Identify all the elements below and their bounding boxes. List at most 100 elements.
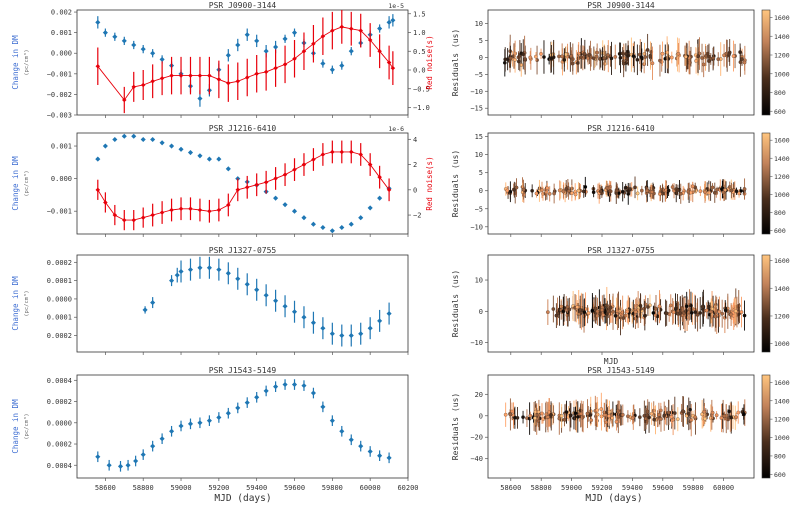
data-point — [367, 325, 373, 331]
residual-point — [651, 408, 656, 413]
residual-point — [721, 190, 726, 195]
residual-point — [552, 191, 556, 196]
data-point — [291, 382, 298, 388]
data-point — [339, 332, 345, 339]
residual-point — [638, 415, 642, 419]
residual-point — [534, 191, 539, 196]
residual-point — [579, 55, 583, 59]
data-point — [106, 462, 112, 468]
data-point — [377, 25, 383, 32]
residual-point — [645, 413, 649, 418]
residual-point — [523, 57, 527, 61]
residual-point — [716, 57, 721, 61]
residual-point — [710, 185, 715, 190]
data-point — [348, 221, 354, 227]
x-tick-label: 59000 — [170, 484, 191, 492]
residual-point — [689, 311, 694, 315]
data-point — [282, 382, 288, 388]
residual-point — [521, 415, 525, 419]
residual-point — [659, 417, 663, 421]
residual-points — [503, 392, 747, 437]
residual-point — [674, 306, 678, 310]
colorbar-tick-label: 1000 — [774, 340, 790, 348]
residual-point — [508, 412, 513, 417]
series-line — [97, 26, 394, 101]
residual-point — [602, 413, 607, 417]
data-point — [377, 453, 383, 459]
y2-tick-label: 0.0 — [413, 67, 426, 75]
x-tick-label: 60200 — [397, 484, 418, 492]
data-point — [235, 405, 241, 411]
data-point — [244, 32, 250, 38]
residual-point — [742, 412, 746, 417]
data-point — [95, 156, 101, 162]
y-tick-label: −0.002 — [47, 91, 72, 99]
data-point — [133, 458, 139, 464]
residual-point — [576, 61, 580, 65]
y-axis-units: (pc/cm³) — [23, 49, 30, 76]
residual-point — [602, 56, 606, 61]
y2-tick-label: −1.0 — [413, 104, 430, 112]
y-axis-units: (pc/cm³) — [23, 170, 30, 197]
chart-right-4: PSR J1543-5149 58600 58800 59000 59200 59400 5… — [451, 366, 790, 492]
data-point — [301, 215, 307, 221]
data-point — [329, 67, 335, 73]
y-tick-label: −10 — [470, 223, 483, 231]
series-red-noise — [95, 140, 392, 231]
y-tick-label: −10 — [470, 88, 483, 96]
data-point — [291, 30, 298, 36]
data-point — [140, 452, 146, 458]
residual-point — [505, 188, 510, 193]
y-axis-units: (pc/cm³) — [23, 290, 30, 317]
data-point — [95, 454, 101, 460]
residual-point — [610, 416, 615, 420]
x-tick-label: 59600 — [652, 484, 673, 492]
residual-point — [638, 304, 643, 308]
data-point — [235, 42, 241, 48]
residual-point — [657, 304, 662, 309]
colorbar — [761, 254, 771, 353]
chart-right-1: PSR J0900-3144 −15 −10 −5 0 5 10 Residuals (us)… — [451, 1, 790, 118]
residual-point — [614, 419, 619, 424]
residual-point — [693, 189, 698, 193]
residual-point — [703, 416, 707, 421]
residual-point — [660, 51, 665, 56]
colorbar-tick-label: 1200 — [774, 173, 790, 181]
series-line — [97, 151, 390, 221]
colorbar-tick-label: 1000 — [774, 70, 790, 78]
data-point — [263, 292, 269, 298]
data-point — [206, 265, 212, 271]
right-x-axis-label: MJD (days) — [585, 493, 642, 504]
residual-point — [643, 55, 648, 59]
x-tick-label: 59200 — [591, 484, 612, 492]
y-axis-label: Residuals (us) — [451, 150, 460, 217]
data-point — [140, 46, 146, 52]
residual-point — [684, 54, 688, 59]
y-tick-label: 0 — [479, 308, 483, 316]
residual-point — [602, 61, 607, 66]
residual-point — [620, 310, 625, 315]
residual-point — [742, 187, 747, 191]
residual-point — [592, 56, 596, 61]
panel-title: PSR J1327-0755 — [209, 246, 277, 255]
stray-mjd-label: MJD — [604, 357, 619, 366]
residual-point — [706, 304, 711, 309]
data-point — [225, 166, 231, 172]
data-point — [273, 195, 279, 201]
residual-point — [645, 48, 650, 52]
residual-point — [618, 55, 623, 60]
residual-point — [742, 313, 747, 318]
residual-point — [503, 57, 508, 62]
y-tick-label: −5 — [475, 205, 483, 213]
data-point — [197, 420, 203, 426]
panel-title: PSR J0900-3144 — [209, 1, 277, 10]
residual-point — [645, 188, 649, 193]
residual-point — [704, 54, 708, 58]
data-point — [263, 48, 269, 54]
residual-point — [733, 309, 738, 313]
residual-point — [650, 61, 655, 66]
residual-points — [503, 176, 747, 205]
data-point — [216, 414, 222, 421]
figure-panels: PSR J0900-3144−0.003−0.002−0.0010.0000.0… — [11, 1, 790, 492]
